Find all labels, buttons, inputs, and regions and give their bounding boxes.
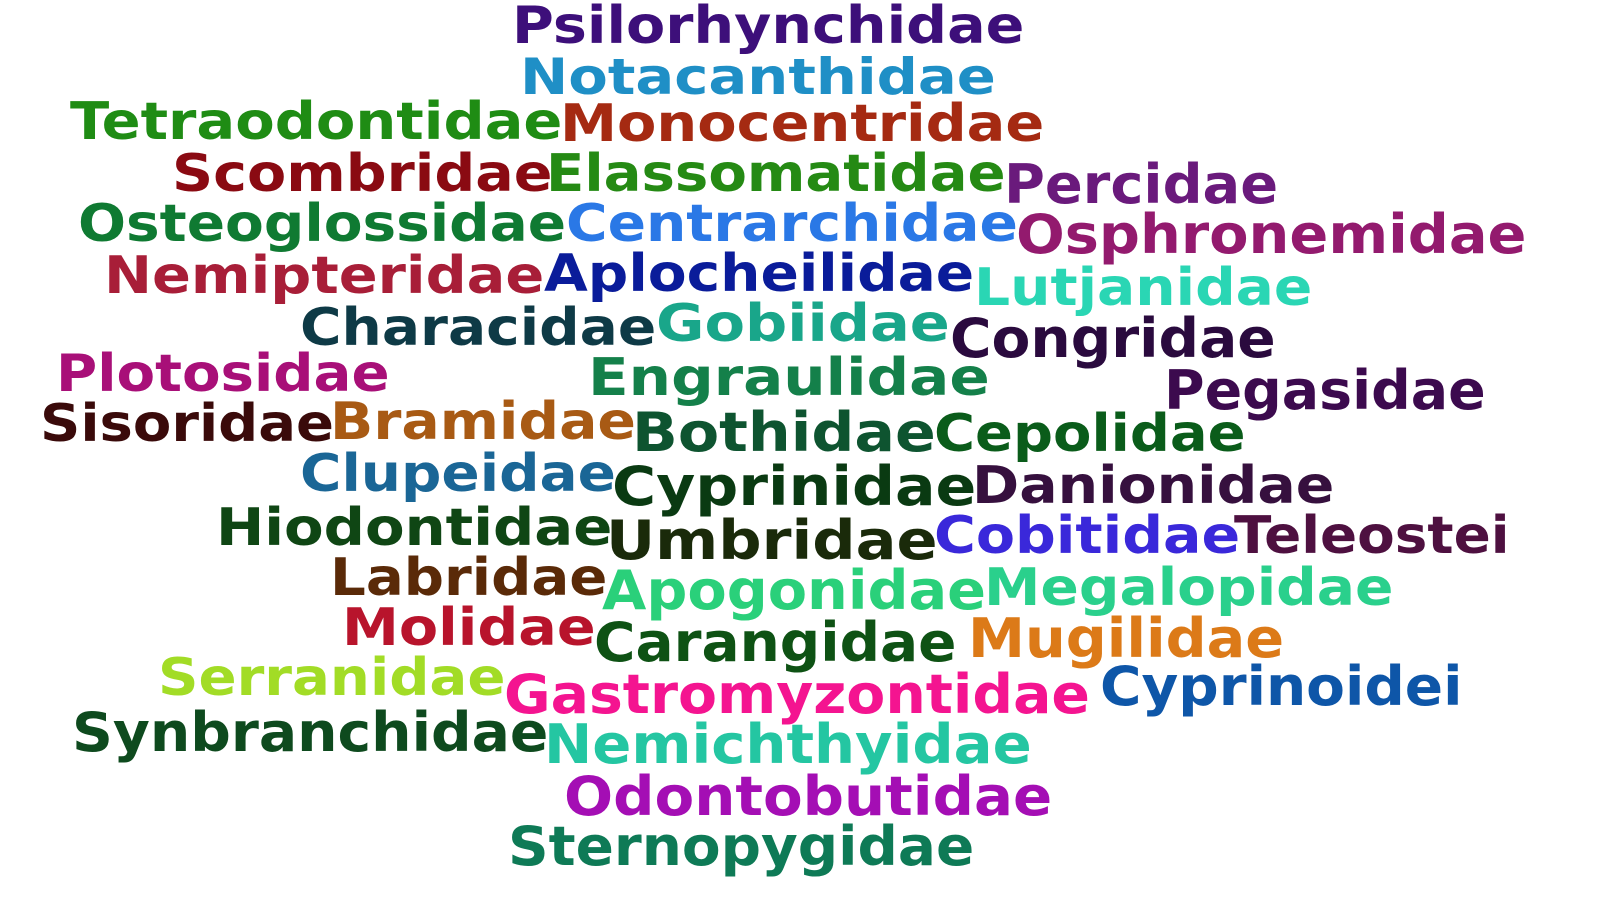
word-congridae: Congridae [950,307,1276,370]
word-danionidae: Danionidae [972,456,1335,516]
word-teleostei: Teleostei [1234,506,1510,566]
word-osteoglossidae: Osteoglossidae [78,194,567,254]
word-carangidae: Carangidae [594,611,957,674]
word-nemichthyidae: Nemichthyidae [544,713,1032,776]
word-gobiidae: Gobiidae [656,294,950,354]
word-megalopidae: Megalopidae [984,558,1394,618]
word-mugilidae: Mugilidae [968,607,1285,670]
word-psilorhynchidae: Psilorhynchidae [512,0,1025,56]
word-odontobutidae: Odontobutidae [564,765,1053,828]
word-labridae: Labridae [330,548,608,608]
word-serranidae: Serranidae [158,648,506,708]
word-percidae: Percidae [1004,153,1279,216]
word-pegasidae: Pegasidae [1164,359,1486,422]
word-cyprinidae: Cyprinidae [612,455,977,518]
word-sisoridae: Sisoridae [40,394,334,454]
word-elassomatidae: Elassomatidae [546,144,1006,204]
word-bramidae: Bramidae [330,392,636,452]
word-nemipteridae: Nemipteridae [104,246,545,306]
word-engraulidae: Engraulidae [588,348,990,408]
word-umbridae: Umbridae [606,509,938,572]
word-osphronemidae: Osphronemidae [1016,203,1527,266]
word-cyprinoidei: Cyprinoidei [1100,655,1463,718]
word-bothidae: Bothidae [632,401,936,464]
word-characidae: Characidae [300,298,657,358]
word-gastromyzontidae: Gastromyzontidae [504,663,1090,726]
word-tetraodontidae: Tetraodontidae [70,92,563,152]
word-molidae: Molidae [342,598,596,658]
word-hiodontidae: Hiodontidae [216,498,613,558]
word-aplocheilidae: Aplocheilidae [544,244,975,304]
word-apogonidae: Apogonidae [602,559,986,622]
word-cobitidae: Cobitidae [934,506,1241,566]
word-plotosidae: Plotosidae [56,344,390,404]
word-cepolidae: Cepolidae [934,404,1246,464]
word-scombridae: Scombridae [172,144,553,204]
word-clupeidae: Clupeidae [300,444,616,504]
word-centrarchidae: Centrarchidae [566,194,1018,254]
word-synbranchidae: Synbranchidae [72,701,549,764]
word-monocentridae: Monocentridae [560,94,1045,154]
word-sternopygidae: Sternopygidae [508,815,975,878]
word-lutjanidae: Lutjanidae [974,258,1313,318]
word-notacanthidae: Notacanthidae [520,48,996,106]
